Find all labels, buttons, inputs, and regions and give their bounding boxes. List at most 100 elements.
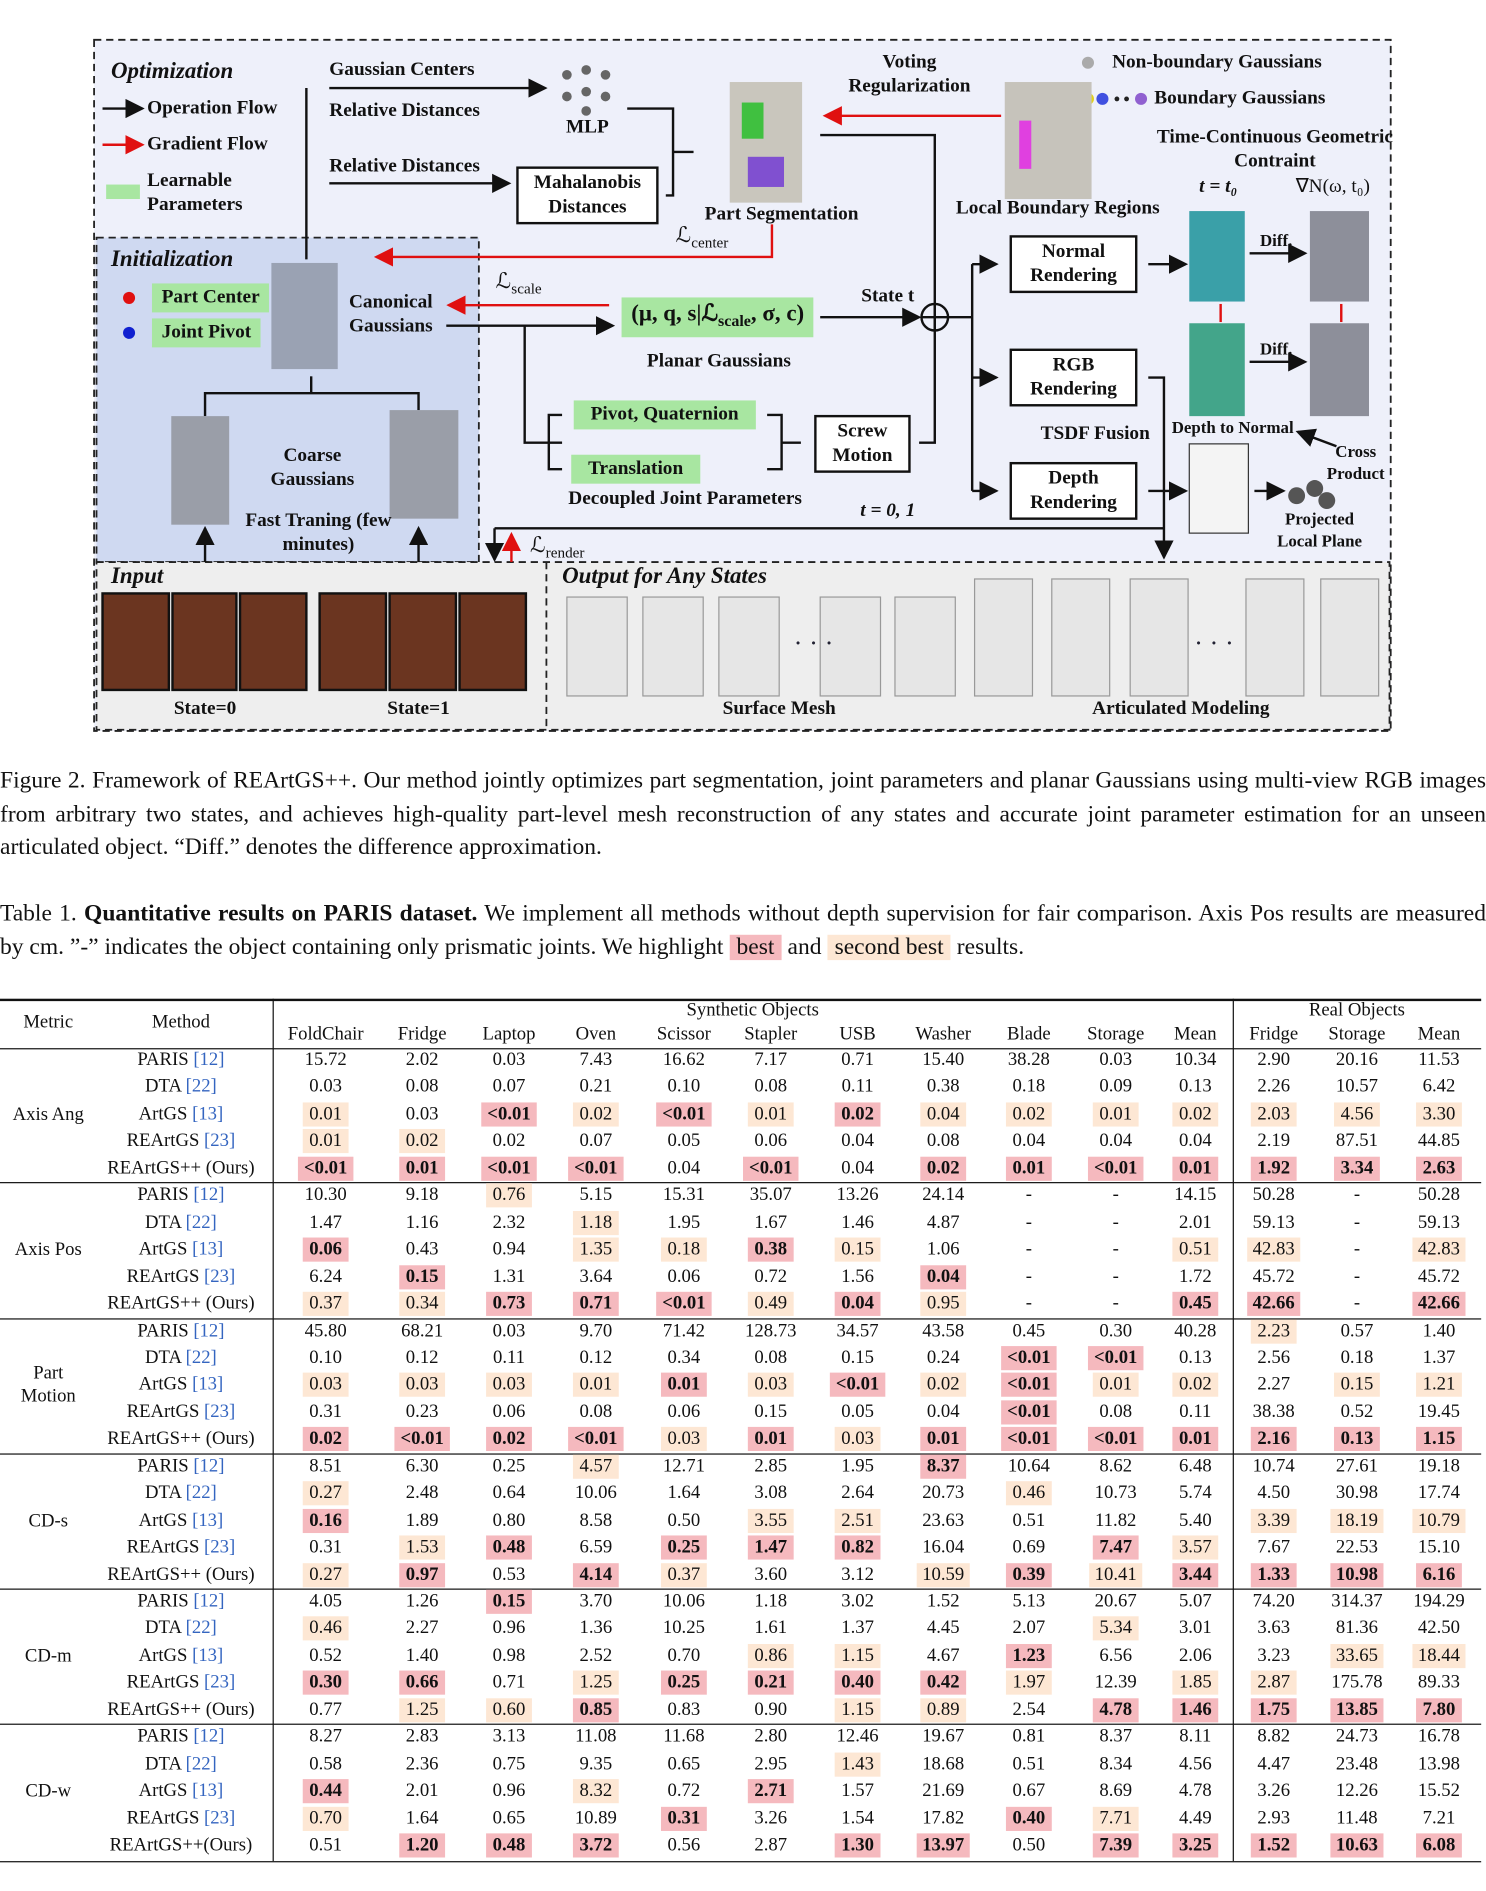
best-value: 42.66 (1246, 1291, 1301, 1316)
second-value: 0.37 (303, 1291, 349, 1316)
math-text: (μ, q, s|ℒ (631, 301, 718, 327)
value: 0.72 (667, 1780, 701, 1801)
value-cell: 0.15 (725, 1399, 817, 1426)
value-cell: 7.80 (1393, 1697, 1485, 1724)
column-header: USB (839, 1024, 876, 1045)
value-cell: 9.70 (550, 1318, 642, 1345)
value: 4.05 (309, 1590, 343, 1612)
value-cell: 5.07 (1149, 1589, 1241, 1616)
value-cell: 175.78 (1311, 1670, 1403, 1697)
value-cell: 0.02 (983, 1101, 1075, 1128)
value-cell: 0.58 (280, 1751, 372, 1778)
value-cell: 2.71 (725, 1778, 817, 1805)
value: 13.26 (836, 1184, 879, 1206)
method-cell: REArtGS++(Ours) (66, 1832, 295, 1859)
value-cell: - (983, 1264, 1075, 1291)
value: 24.73 (1335, 1726, 1378, 1747)
method-name: DTA (145, 1753, 181, 1774)
second-value: 0.49 (748, 1291, 794, 1316)
value: 6.30 (405, 1455, 439, 1477)
value-cell: 0.46 (983, 1480, 1075, 1507)
value-cell: 1.06 (897, 1236, 989, 1263)
value-cell: 23.63 (897, 1507, 989, 1534)
value-cell: 0.02 (280, 1426, 372, 1453)
value-cell: 0.04 (812, 1155, 904, 1182)
value: 5.74 (1178, 1482, 1212, 1504)
best-value: 1.23 (1006, 1643, 1052, 1669)
value-cell: 35.07 (725, 1182, 817, 1209)
value: 35.07 (749, 1184, 792, 1206)
value-cell: - (1311, 1209, 1403, 1236)
value-cell: 4.47 (1228, 1751, 1320, 1778)
method-ref: [23] (204, 1265, 236, 1287)
value: 30.98 (1335, 1482, 1378, 1504)
value-cell: 0.37 (280, 1291, 372, 1318)
value: 0.83 (667, 1699, 701, 1720)
second-value: 3.55 (748, 1508, 794, 1533)
best-value: 42.66 (1411, 1291, 1467, 1316)
value-cell: 0.25 (638, 1534, 730, 1561)
value: 11.08 (575, 1726, 617, 1747)
value: 0.15 (841, 1347, 874, 1368)
value-cell: 0.40 (812, 1670, 904, 1697)
column-header: Laptop (482, 1024, 536, 1045)
value: 0.06 (667, 1265, 701, 1287)
value-cell: 59.13 (1228, 1209, 1320, 1236)
value-cell: 2.16 (1228, 1426, 1320, 1453)
caption-label: Figure 2. (0, 768, 86, 794)
value: 2.48 (405, 1482, 439, 1504)
value-cell: 0.67 (983, 1778, 1075, 1805)
method-cell: PARIS [12] (66, 1182, 295, 1209)
method-cell: REArtGS++ (Ours) (66, 1697, 295, 1724)
second-value: 0.03 (748, 1373, 794, 1398)
value-cell: 0.34 (638, 1345, 730, 1372)
second-value: 0.01 (1093, 1102, 1139, 1127)
value: 0.31 (309, 1536, 343, 1558)
second-value: 3.57 (1172, 1535, 1218, 1560)
value-cell: - (1070, 1291, 1162, 1318)
value: 8.11 (1179, 1726, 1212, 1747)
method-name: DTA (145, 1482, 181, 1504)
value-cell: 0.10 (280, 1345, 372, 1372)
value-cell: 0.38 (897, 1074, 989, 1101)
value: 3.26 (754, 1807, 788, 1829)
value-cell: 2.06 (1149, 1643, 1241, 1670)
second-value: 1.35 (573, 1237, 619, 1262)
method-ref: [12] (193, 1320, 225, 1341)
method-ref: [13] (192, 1238, 224, 1260)
value-cell: 1.85 (1149, 1670, 1241, 1697)
second-value: 0.89 (920, 1698, 966, 1723)
value-cell: 0.76 (463, 1182, 555, 1209)
value-cell: 11.53 (1393, 1047, 1485, 1074)
value-cell: 0.96 (463, 1616, 555, 1643)
value-cell: 0.37 (638, 1561, 730, 1588)
value-cell: 3.39 (1228, 1507, 1320, 1534)
value-cell: 1.30 (812, 1832, 904, 1859)
value-cell: - (1070, 1236, 1162, 1263)
figure-label: RGB Rendering (1009, 348, 1138, 407)
second-value: 0.46 (1006, 1481, 1052, 1506)
value: 11.53 (1418, 1049, 1460, 1070)
value: 6.56 (1099, 1645, 1133, 1666)
value-cell: 0.31 (280, 1399, 372, 1426)
value: - (1025, 1265, 1032, 1287)
value-cell: 87.51 (1311, 1128, 1403, 1155)
value-cell: 2.01 (1149, 1209, 1241, 1236)
value-cell: 10.06 (638, 1589, 730, 1616)
best-value: 0.97 (399, 1562, 445, 1587)
value: 2.02 (405, 1049, 439, 1070)
value-cell: 33.65 (1311, 1643, 1403, 1670)
value: 11.68 (663, 1726, 705, 1747)
value: 2.01 (405, 1780, 439, 1801)
value-cell: 0.53 (463, 1561, 555, 1588)
value: 22.53 (1335, 1536, 1378, 1558)
value-cell: 0.15 (1311, 1372, 1403, 1399)
value-cell: 0.03 (1070, 1047, 1162, 1074)
value-cell: 45.72 (1393, 1264, 1485, 1291)
value-cell: 1.47 (725, 1534, 817, 1561)
value: 0.03 (405, 1103, 439, 1125)
best-value: 1.75 (1251, 1698, 1297, 1723)
best-value: 3.34 (1334, 1156, 1380, 1181)
value: 194.29 (1413, 1590, 1465, 1612)
value-cell: 11.48 (1311, 1805, 1403, 1832)
